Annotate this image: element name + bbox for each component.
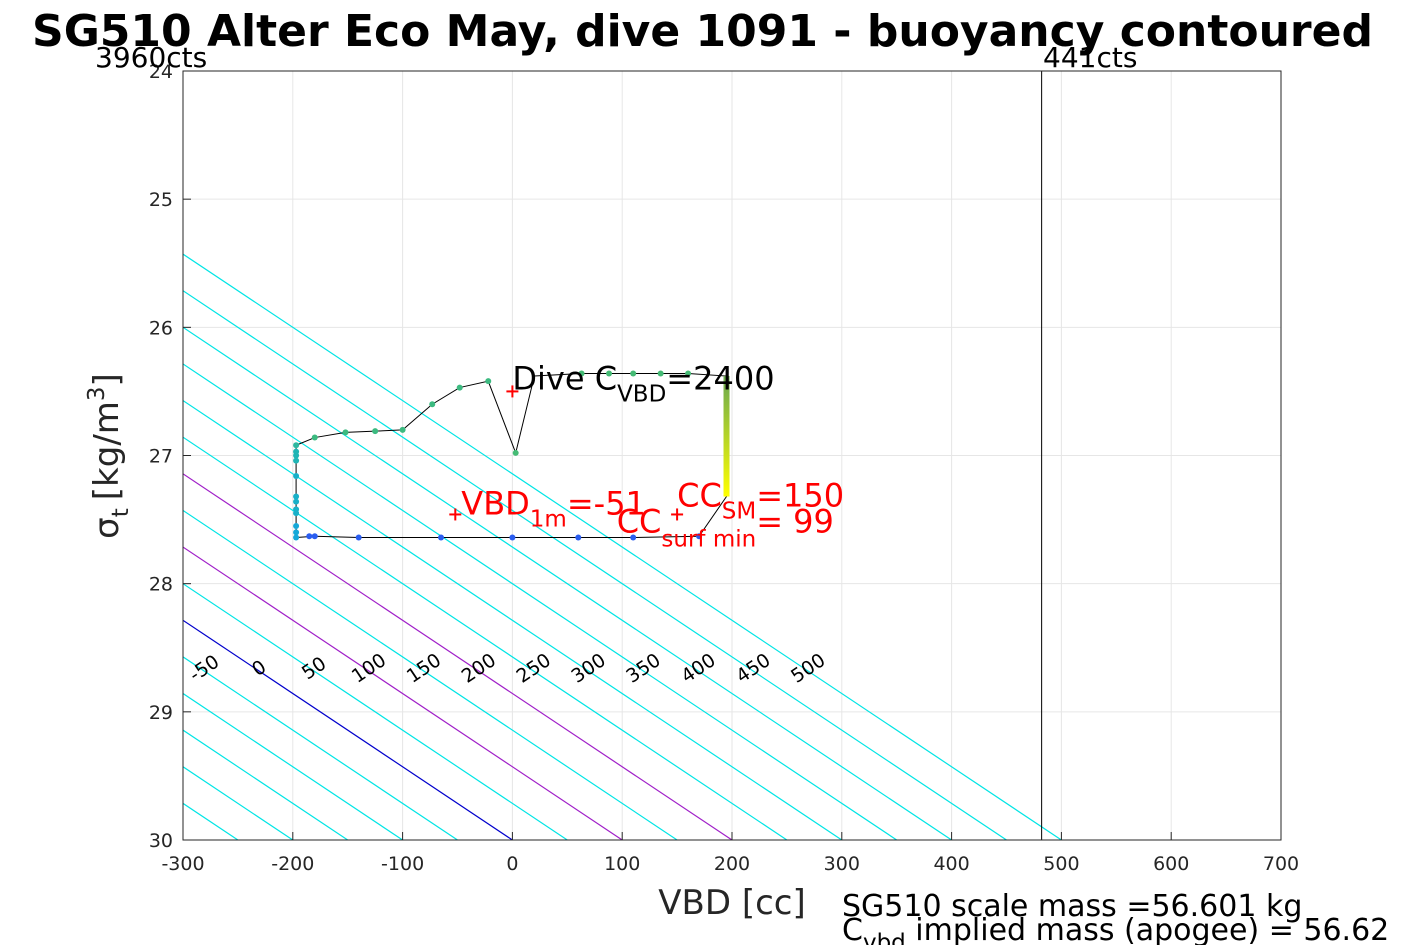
data-point — [293, 529, 300, 536]
data-point — [429, 401, 436, 408]
data-point — [512, 449, 519, 456]
dive-cvbd-annotation: Dive CVBD=2400 — [512, 359, 774, 407]
data-point — [293, 534, 300, 541]
y-tick-label: 29 — [149, 702, 173, 724]
data-point — [293, 457, 300, 464]
y-tick-label: 26 — [149, 317, 173, 339]
data-point — [696, 533, 703, 540]
x-tick-label: 300 — [824, 853, 860, 875]
contour-line — [183, 399, 843, 840]
data-point — [685, 370, 692, 377]
contour-line — [183, 363, 898, 840]
data-point — [355, 534, 362, 541]
contour-line — [183, 619, 513, 840]
contour-line — [183, 692, 403, 840]
cc-surf-min-annotation: CCsurf min= 99 — [617, 502, 834, 552]
cc-sm-annotation: CCSM=150 — [677, 476, 844, 524]
contour-line — [183, 289, 1007, 840]
x-tick-label: 500 — [1043, 853, 1079, 875]
y-tick-label: 28 — [149, 574, 173, 596]
x-tick-label: -200 — [271, 853, 314, 875]
y-axis-ticks: 24 25 26 27 28 29 30 — [149, 61, 191, 852]
contour-line — [183, 656, 458, 840]
data-point — [630, 370, 637, 377]
footer-scale-mass: SG510 scale mass =56.601 kg — [842, 889, 1302, 924]
x-tick-label: 200 — [714, 853, 750, 875]
data-point — [438, 534, 445, 541]
data-point — [293, 493, 300, 500]
contour-line — [183, 546, 623, 840]
data-point — [630, 534, 637, 541]
corner-label-right: 441cts — [1043, 41, 1137, 74]
y-tick-label: 27 — [149, 446, 173, 468]
y-tick-label: 30 — [149, 830, 173, 852]
red-cross-markers — [449, 385, 684, 521]
x-tick-label: 100 — [604, 853, 640, 875]
y-tick-label: 24 — [149, 61, 173, 83]
footer-implied-mass: Cvbd implied mass (apogee) = 56.62 — [842, 913, 1389, 945]
data-point — [293, 473, 300, 480]
data-point — [575, 534, 582, 541]
contour-line — [183, 473, 733, 840]
corner-label-left: 3960cts — [95, 41, 207, 74]
data-point — [311, 434, 318, 441]
data-point — [342, 429, 349, 436]
chart-title: SG510 Alter Eco May, dive 1091 - buoyanc… — [32, 6, 1373, 57]
data-point — [372, 428, 379, 435]
contour-line — [183, 509, 678, 840]
contour-line — [183, 326, 952, 840]
data-point — [311, 533, 318, 540]
y-tick-label: 25 — [149, 189, 173, 211]
data-point — [657, 370, 664, 377]
x-tick-label: 600 — [1153, 853, 1189, 875]
x-axis-label: VBD [cc] — [658, 883, 806, 923]
data-point — [293, 442, 300, 449]
contour-line — [183, 253, 1062, 840]
x-tick-label: -100 — [381, 853, 424, 875]
data-point — [578, 370, 585, 377]
data-point — [293, 522, 300, 529]
data-point — [399, 426, 406, 433]
data-point — [456, 384, 463, 391]
x-tick-label: -300 — [161, 853, 204, 875]
contour-line — [0, 71, 18, 840]
apogee-bar — [723, 376, 730, 497]
x-axis-ticks: -300 -200 -100 0 100 200 300 400 500 600 700 — [161, 832, 1299, 875]
data-point — [509, 534, 516, 541]
x-tick-label: 700 — [1263, 853, 1299, 875]
data-point — [293, 498, 300, 505]
data-point — [293, 452, 300, 459]
y-axis-label: σt[kg/m3] — [84, 373, 134, 539]
trajectory-points — [293, 370, 703, 541]
data-point — [293, 510, 300, 517]
contour-line — [183, 582, 568, 840]
vbd-1m-annotation: VBD1m=-51 — [461, 484, 646, 532]
contour-line — [183, 436, 788, 840]
data-point — [485, 378, 492, 385]
contour-line — [0, 71, 73, 840]
data-point — [606, 370, 613, 377]
data-point — [306, 533, 313, 540]
x-tick-label: 400 — [933, 853, 969, 875]
buoyancy-contours — [0, 71, 1062, 840]
x-tick-label: 0 — [506, 853, 518, 875]
